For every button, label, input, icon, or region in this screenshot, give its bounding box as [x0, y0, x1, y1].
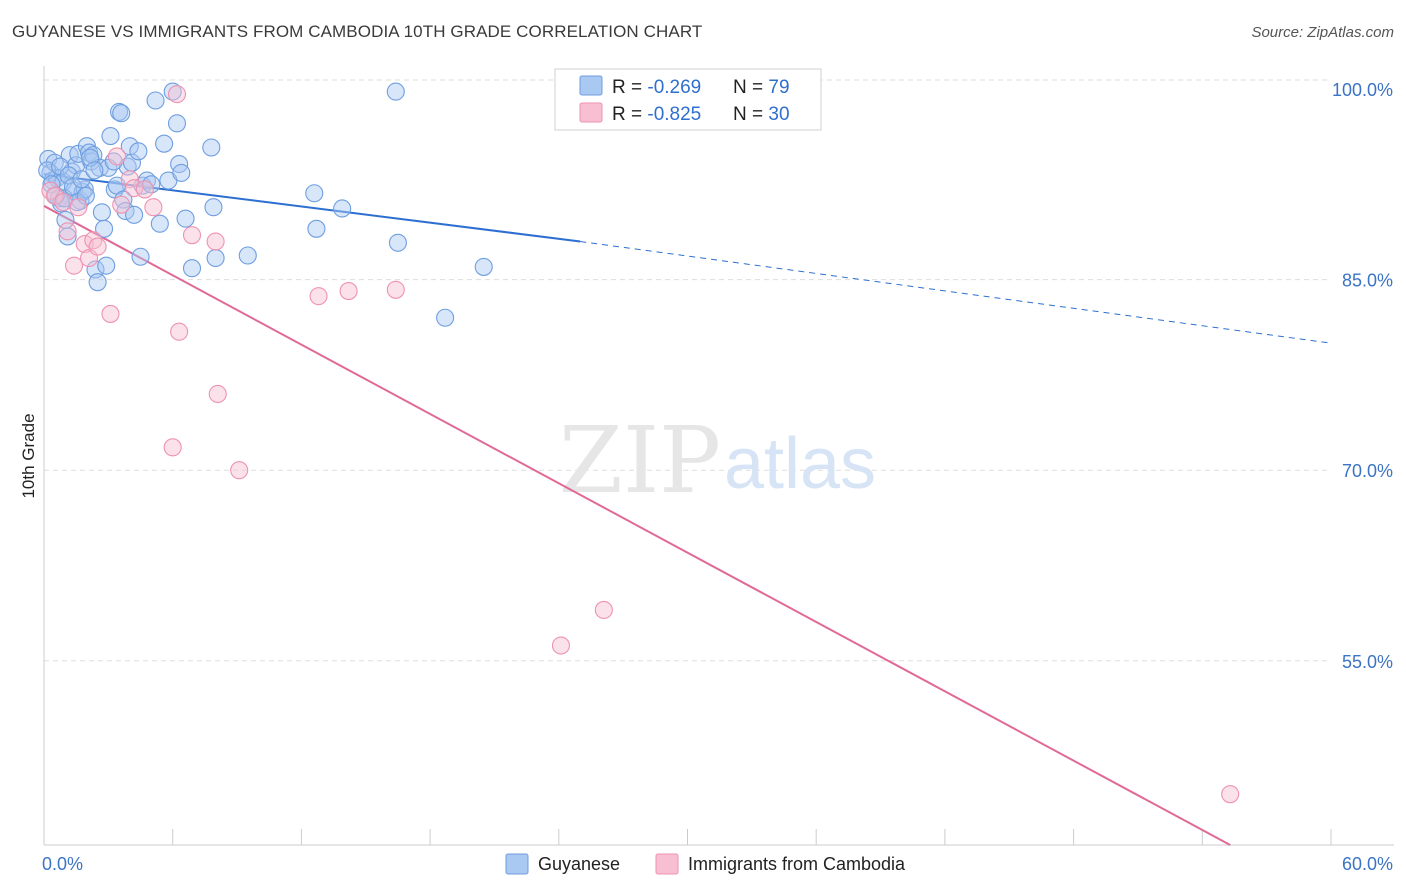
data-point — [112, 104, 131, 123]
data-point — [305, 184, 324, 203]
legend-swatch-cambodia — [579, 102, 603, 123]
data-point — [64, 256, 84, 275]
data-point — [112, 195, 131, 214]
legend-n-value-1: 79 — [768, 77, 789, 98]
x-tick-label: 60.0% — [1342, 854, 1393, 874]
data-point — [1221, 785, 1240, 804]
data-point — [182, 226, 202, 245]
data-point — [58, 222, 77, 241]
data-point — [204, 198, 223, 217]
data-point — [72, 170, 91, 189]
series-legend-swatch-guyanese — [505, 853, 529, 875]
data-point — [92, 203, 111, 222]
data-point — [69, 198, 88, 217]
data-point — [551, 636, 570, 655]
legend-r-value-2: -0.825 — [647, 104, 701, 125]
y-tick-labels: 100.0% 85.0% 70.0% 55.0% — [1332, 80, 1393, 672]
data-point — [67, 156, 86, 175]
data-point — [54, 193, 73, 212]
legend-n-label-1: N = — [733, 77, 768, 98]
data-point — [202, 138, 221, 157]
data-point — [176, 209, 195, 228]
series-legend-label-cambodia: Immigrants from Cambodia — [688, 854, 906, 874]
legend-n-value-2: 30 — [768, 104, 789, 125]
data-point — [101, 304, 120, 323]
data-point — [182, 259, 202, 278]
data-point — [172, 163, 191, 182]
data-point — [135, 180, 154, 199]
trend-line — [43, 173, 581, 243]
watermark-atlas: atlas — [724, 424, 876, 504]
data-point — [107, 147, 126, 166]
data-point — [129, 142, 148, 161]
data-point — [474, 257, 493, 276]
y-tick-label: 55.0% — [1342, 652, 1393, 672]
svg-text:N = 79: N = 79 — [733, 77, 790, 98]
data-point — [170, 322, 189, 341]
data-point — [339, 282, 358, 301]
data-point — [230, 461, 249, 480]
data-point — [95, 219, 114, 238]
svg-text:R = -0.269: R = -0.269 — [612, 77, 701, 98]
data-point — [307, 219, 326, 238]
data-point — [163, 438, 182, 457]
data-point — [309, 287, 328, 306]
legend-r-label-2: R = — [612, 104, 647, 125]
legend-r-value-1: -0.269 — [647, 77, 701, 98]
data-point — [167, 114, 187, 133]
data-point — [206, 232, 225, 251]
series-legend-swatch-cambodia — [655, 853, 679, 875]
y-tick-label: 85.0% — [1342, 271, 1393, 291]
data-point — [131, 247, 150, 266]
y-tick-label: 70.0% — [1342, 461, 1393, 481]
data-point — [167, 85, 187, 104]
data-point — [155, 134, 174, 153]
data-point — [125, 205, 144, 224]
data-points — [38, 82, 1240, 804]
trend-lines — [43, 173, 1332, 846]
x-tick-labels: 0.0% 60.0% — [42, 854, 1393, 874]
data-point — [101, 127, 120, 146]
data-point — [386, 82, 405, 101]
data-point — [170, 154, 189, 174]
svg-text:N = 30: N = 30 — [733, 104, 790, 125]
data-point — [436, 308, 455, 327]
correlation-legend: R = -0.269 N = 79 R = -0.825 N = 30 — [554, 68, 822, 131]
legend-n-label-2: N = — [733, 104, 768, 125]
data-point — [146, 91, 165, 110]
data-point — [85, 161, 104, 180]
data-point — [97, 256, 116, 275]
data-point — [88, 237, 107, 256]
data-point — [144, 198, 163, 217]
data-point — [120, 170, 139, 189]
data-point — [594, 600, 613, 620]
data-point — [104, 152, 123, 171]
y-tick-label: 100.0% — [1332, 80, 1393, 100]
data-point — [206, 248, 225, 268]
data-point — [388, 233, 407, 252]
y-axis-label: 10th Grade — [19, 413, 38, 498]
watermark-zip: ZIP — [559, 407, 721, 514]
x-tick-label: 0.0% — [42, 854, 83, 874]
data-point — [333, 199, 352, 218]
legend-r-label-1: R = — [612, 77, 647, 98]
svg-text:R = -0.825: R = -0.825 — [612, 104, 701, 125]
legend-swatch-guyanese — [579, 75, 603, 96]
trend-line-extension — [580, 241, 1332, 344]
source-note: Source: ZipAtlas.com — [1251, 24, 1394, 41]
data-point — [58, 227, 77, 246]
data-point — [208, 384, 227, 404]
series-legend: Guyanese Immigrants from Cambodia — [505, 853, 906, 875]
trend-line — [43, 205, 1231, 846]
data-point — [150, 214, 169, 233]
data-point — [42, 175, 61, 194]
chart-title: GUYANESE VS IMMIGRANTS FROM CAMBODIA 10T… — [12, 22, 703, 41]
data-point — [386, 280, 405, 299]
series-legend-label-guyanese: Guyanese — [538, 854, 620, 874]
data-point — [88, 273, 107, 292]
data-point — [238, 246, 257, 265]
grid-lines — [44, 79, 1331, 662]
